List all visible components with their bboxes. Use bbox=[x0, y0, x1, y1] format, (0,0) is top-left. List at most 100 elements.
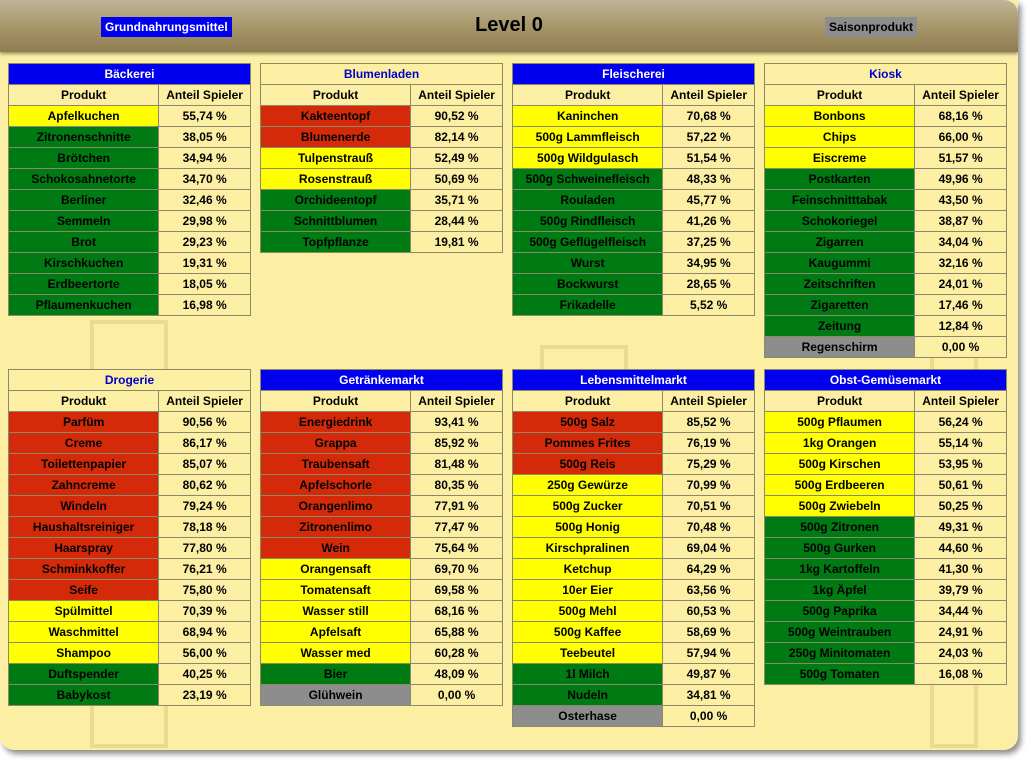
player-share: 58,69 % bbox=[662, 621, 755, 643]
product-name: 1kg Kartoffeln bbox=[763, 558, 916, 580]
table-row: Spülmittel 70,39 % bbox=[7, 600, 251, 622]
shop-table: Getränkemarkt Produkt Anteil Spieler Energi… bbox=[259, 369, 503, 706]
table-row: 500g Schweinefleisch 48,33 % bbox=[511, 168, 755, 190]
product-name: Teebeutel bbox=[511, 642, 664, 664]
product-name: Nudeln bbox=[511, 684, 664, 706]
table-row: Rouladen 45,77 % bbox=[511, 189, 755, 211]
player-share: 70,48 % bbox=[662, 516, 755, 538]
player-share: 19,81 % bbox=[410, 231, 503, 253]
product-name: Orangensaft bbox=[259, 558, 412, 580]
table-row: Regenschirm 0,00 % bbox=[763, 336, 1007, 358]
product-name: Haushaltsreiniger bbox=[7, 516, 160, 538]
table-row: Apfelschorle 80,35 % bbox=[259, 474, 503, 496]
player-share: 41,30 % bbox=[914, 558, 1007, 580]
table-row: Duftspender 40,25 % bbox=[7, 663, 251, 685]
player-share: 49,96 % bbox=[914, 168, 1007, 190]
table-row: 500g Honig 70,48 % bbox=[511, 516, 755, 538]
player-share: 76,21 % bbox=[158, 558, 251, 580]
table-row: Pommes Frites 76,19 % bbox=[511, 432, 755, 454]
product-name: 500g Honig bbox=[511, 516, 664, 538]
product-name: 250g Minitomaten bbox=[763, 642, 916, 664]
table-row: 500g Reis 75,29 % bbox=[511, 453, 755, 475]
product-name: Pommes Frites bbox=[511, 432, 664, 454]
shop-table: Kiosk Produkt Anteil Spieler Bonbons 68,16 %… bbox=[763, 63, 1007, 358]
player-share: 48,09 % bbox=[410, 663, 503, 685]
product-name: 500g Mehl bbox=[511, 600, 664, 622]
table-row: 1kg Äpfel 39,79 % bbox=[763, 579, 1007, 601]
product-name: Wurst bbox=[511, 252, 664, 274]
player-share: 70,39 % bbox=[158, 600, 251, 622]
product-name: 500g Tomaten bbox=[763, 663, 916, 685]
product-name: 500g Lammfleisch bbox=[511, 126, 664, 148]
table-row: Apfelsaft 65,88 % bbox=[259, 621, 503, 643]
player-share: 34,70 % bbox=[158, 168, 251, 190]
table-row: 500g Pflaumen 56,24 % bbox=[763, 411, 1007, 433]
table-row: Schokosahnetorte 34,70 % bbox=[7, 168, 251, 190]
player-share: 18,05 % bbox=[158, 273, 251, 295]
table-row: 250g Gewürze 70,99 % bbox=[511, 474, 755, 496]
product-name: Postkarten bbox=[763, 168, 916, 190]
table-row: Apfelkuchen 55,74 % bbox=[7, 105, 251, 127]
player-share: 79,24 % bbox=[158, 495, 251, 517]
table-row: 500g Lammfleisch 57,22 % bbox=[511, 126, 755, 148]
product-name: Zigarren bbox=[763, 231, 916, 253]
player-share: 34,44 % bbox=[914, 600, 1007, 622]
table-row: Zitronenlimo 77,47 % bbox=[259, 516, 503, 538]
table-row: Bonbons 68,16 % bbox=[763, 105, 1007, 127]
player-share: 69,58 % bbox=[410, 579, 503, 601]
player-share: 64,29 % bbox=[662, 558, 755, 580]
product-name: 500g Pflaumen bbox=[763, 411, 916, 433]
table-row: Chips 66,00 % bbox=[763, 126, 1007, 148]
legend-seasonal-product: Saisonprodukt bbox=[825, 17, 918, 37]
table-row: 500g Wildgulasch 51,54 % bbox=[511, 147, 755, 169]
product-name: Wein bbox=[259, 537, 412, 559]
player-share: 80,35 % bbox=[410, 474, 503, 496]
table-row: Wasser still 68,16 % bbox=[259, 600, 503, 622]
product-name: Toilettenpapier bbox=[7, 453, 160, 475]
product-name: Osterhase bbox=[511, 705, 664, 727]
player-share: 68,16 % bbox=[914, 105, 1007, 127]
table-row: Pflaumenkuchen 16,98 % bbox=[7, 294, 251, 316]
player-share: 80,62 % bbox=[158, 474, 251, 496]
product-name: Spülmittel bbox=[7, 600, 160, 622]
shop-table: Fleischerei Produkt Anteil Spieler Kaninche… bbox=[511, 63, 755, 316]
player-share: 57,22 % bbox=[662, 126, 755, 148]
player-share: 23,19 % bbox=[158, 684, 251, 706]
shop-title: Drogerie bbox=[8, 369, 251, 391]
product-name: Zeitschriften bbox=[763, 273, 916, 295]
table-row: Wein 75,64 % bbox=[259, 537, 503, 559]
shop-title: Bäckerei bbox=[8, 63, 251, 85]
product-name: Kaninchen bbox=[511, 105, 664, 127]
table-row: Postkarten 49,96 % bbox=[763, 168, 1007, 190]
player-share: 78,18 % bbox=[158, 516, 251, 538]
product-name: Blumenerde bbox=[259, 126, 412, 148]
column-header-share: Anteil Spieler bbox=[158, 390, 251, 412]
product-name: Rosenstrauß bbox=[259, 168, 412, 190]
player-share: 49,31 % bbox=[914, 516, 1007, 538]
column-header-share: Anteil Spieler bbox=[410, 390, 503, 412]
table-row: Zeitschriften 24,01 % bbox=[763, 273, 1007, 295]
player-share: 29,98 % bbox=[158, 210, 251, 232]
table-row: Brot 29,23 % bbox=[7, 231, 251, 253]
shop-table: Obst-Gemüsemarkt Produkt Anteil Spieler 500… bbox=[763, 369, 1007, 685]
product-name: Brötchen bbox=[7, 147, 160, 169]
product-name: Rouladen bbox=[511, 189, 664, 211]
table-row: Erdbeertorte 18,05 % bbox=[7, 273, 251, 295]
column-header-product: Produkt bbox=[763, 84, 916, 106]
player-share: 69,70 % bbox=[410, 558, 503, 580]
product-name: 500g Zwiebeln bbox=[763, 495, 916, 517]
product-name: Bier bbox=[259, 663, 412, 685]
product-name: Kakteentopf bbox=[259, 105, 412, 127]
player-share: 93,41 % bbox=[410, 411, 503, 433]
table-row: 500g Salz 85,52 % bbox=[511, 411, 755, 433]
table-row: 500g Zucker 70,51 % bbox=[511, 495, 755, 517]
player-share: 44,60 % bbox=[914, 537, 1007, 559]
product-name: 500g Salz bbox=[511, 411, 664, 433]
player-share: 17,46 % bbox=[914, 294, 1007, 316]
shop-title: Fleischerei bbox=[512, 63, 755, 85]
shop-title: Kiosk bbox=[764, 63, 1007, 85]
table-row: Schokoriegel 38,87 % bbox=[763, 210, 1007, 232]
product-name: 1kg Äpfel bbox=[763, 579, 916, 601]
product-name: Apfelsaft bbox=[259, 621, 412, 643]
table-row: Kaninchen 70,68 % bbox=[511, 105, 755, 127]
